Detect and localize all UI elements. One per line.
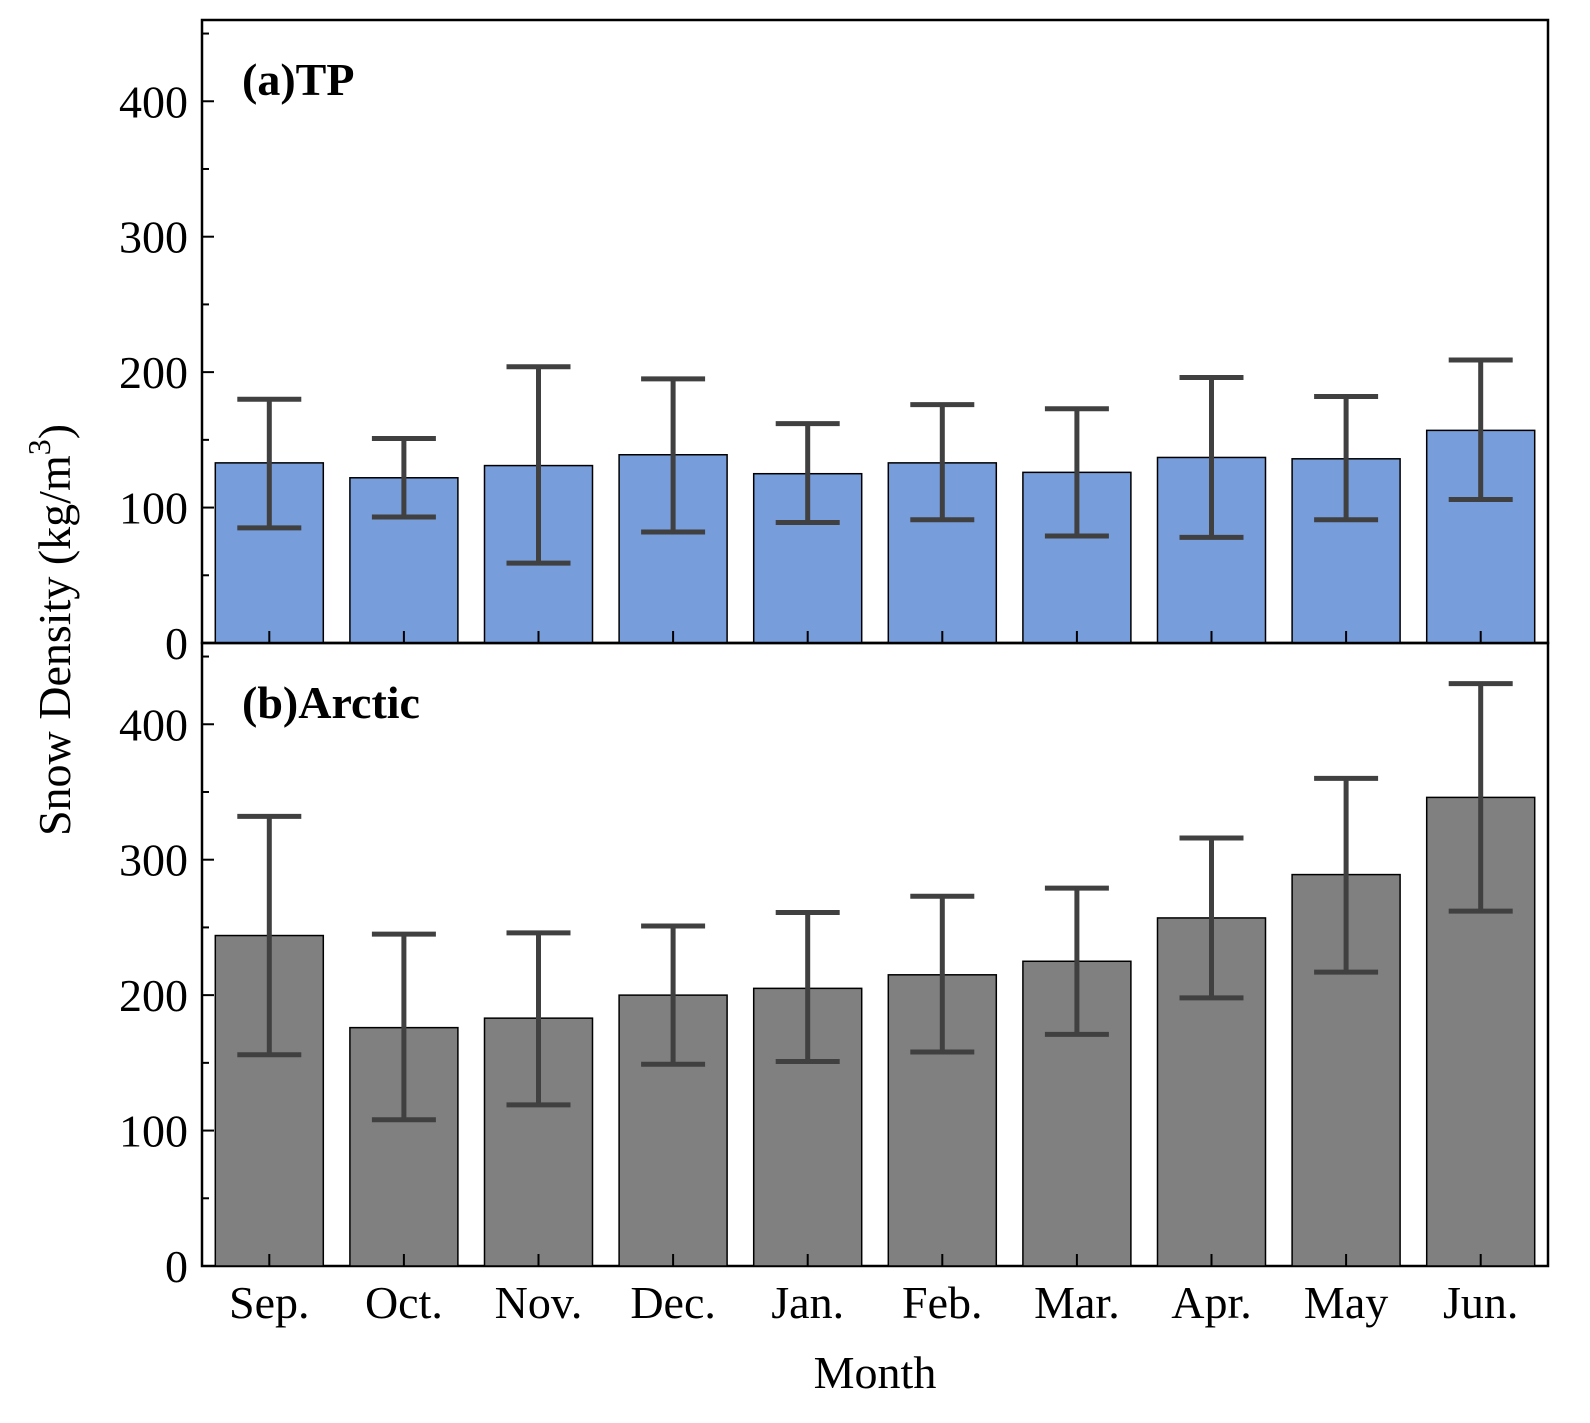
x-tick-label: Oct. bbox=[365, 1277, 443, 1328]
panel-arctic: 0 100 200 300 400 (b)Arctic bbox=[119, 641, 1550, 1292]
y-tick-label: 300 bbox=[119, 835, 188, 886]
x-tick-label: Dec. bbox=[630, 1277, 716, 1328]
y-tick-label: 400 bbox=[119, 699, 188, 750]
y-tick-label: 300 bbox=[119, 212, 188, 263]
x-tick-label: Jan. bbox=[771, 1277, 844, 1328]
x-tick-label: Jun. bbox=[1443, 1277, 1518, 1328]
y-tick-label: 200 bbox=[119, 970, 188, 1021]
x-tick-label: Nov. bbox=[495, 1277, 583, 1328]
y-tick-label: 100 bbox=[119, 483, 188, 534]
y-axis-title: Snow Density (kg/m3) bbox=[21, 424, 80, 836]
x-axis-title: Month bbox=[814, 1347, 937, 1398]
panel-label: (b)Arctic bbox=[242, 677, 420, 728]
x-axis: Sep. Oct. Nov. Dec. Jan. Feb. Mar. Apr. May Jun. bbox=[229, 1277, 1518, 1328]
y-tick-label: 100 bbox=[119, 1106, 188, 1157]
plot-frame bbox=[200, 641, 1550, 1268]
panel-tp: 0 100 200 300 400 (a)TP bbox=[119, 18, 1550, 669]
y-tick-label: 0 bbox=[165, 618, 188, 669]
x-tick-label: Feb. bbox=[902, 1277, 983, 1328]
y-tick-label: 400 bbox=[119, 76, 188, 127]
x-tick-label: Mar. bbox=[1034, 1277, 1120, 1328]
y-tick-label: 0 bbox=[165, 1241, 188, 1292]
panel-label: (a)TP bbox=[242, 54, 354, 105]
x-tick-label: Sep. bbox=[229, 1277, 310, 1328]
y-tick-label: 200 bbox=[119, 347, 188, 398]
x-tick-label: Apr. bbox=[1171, 1277, 1252, 1328]
x-tick-label: May bbox=[1304, 1277, 1388, 1328]
